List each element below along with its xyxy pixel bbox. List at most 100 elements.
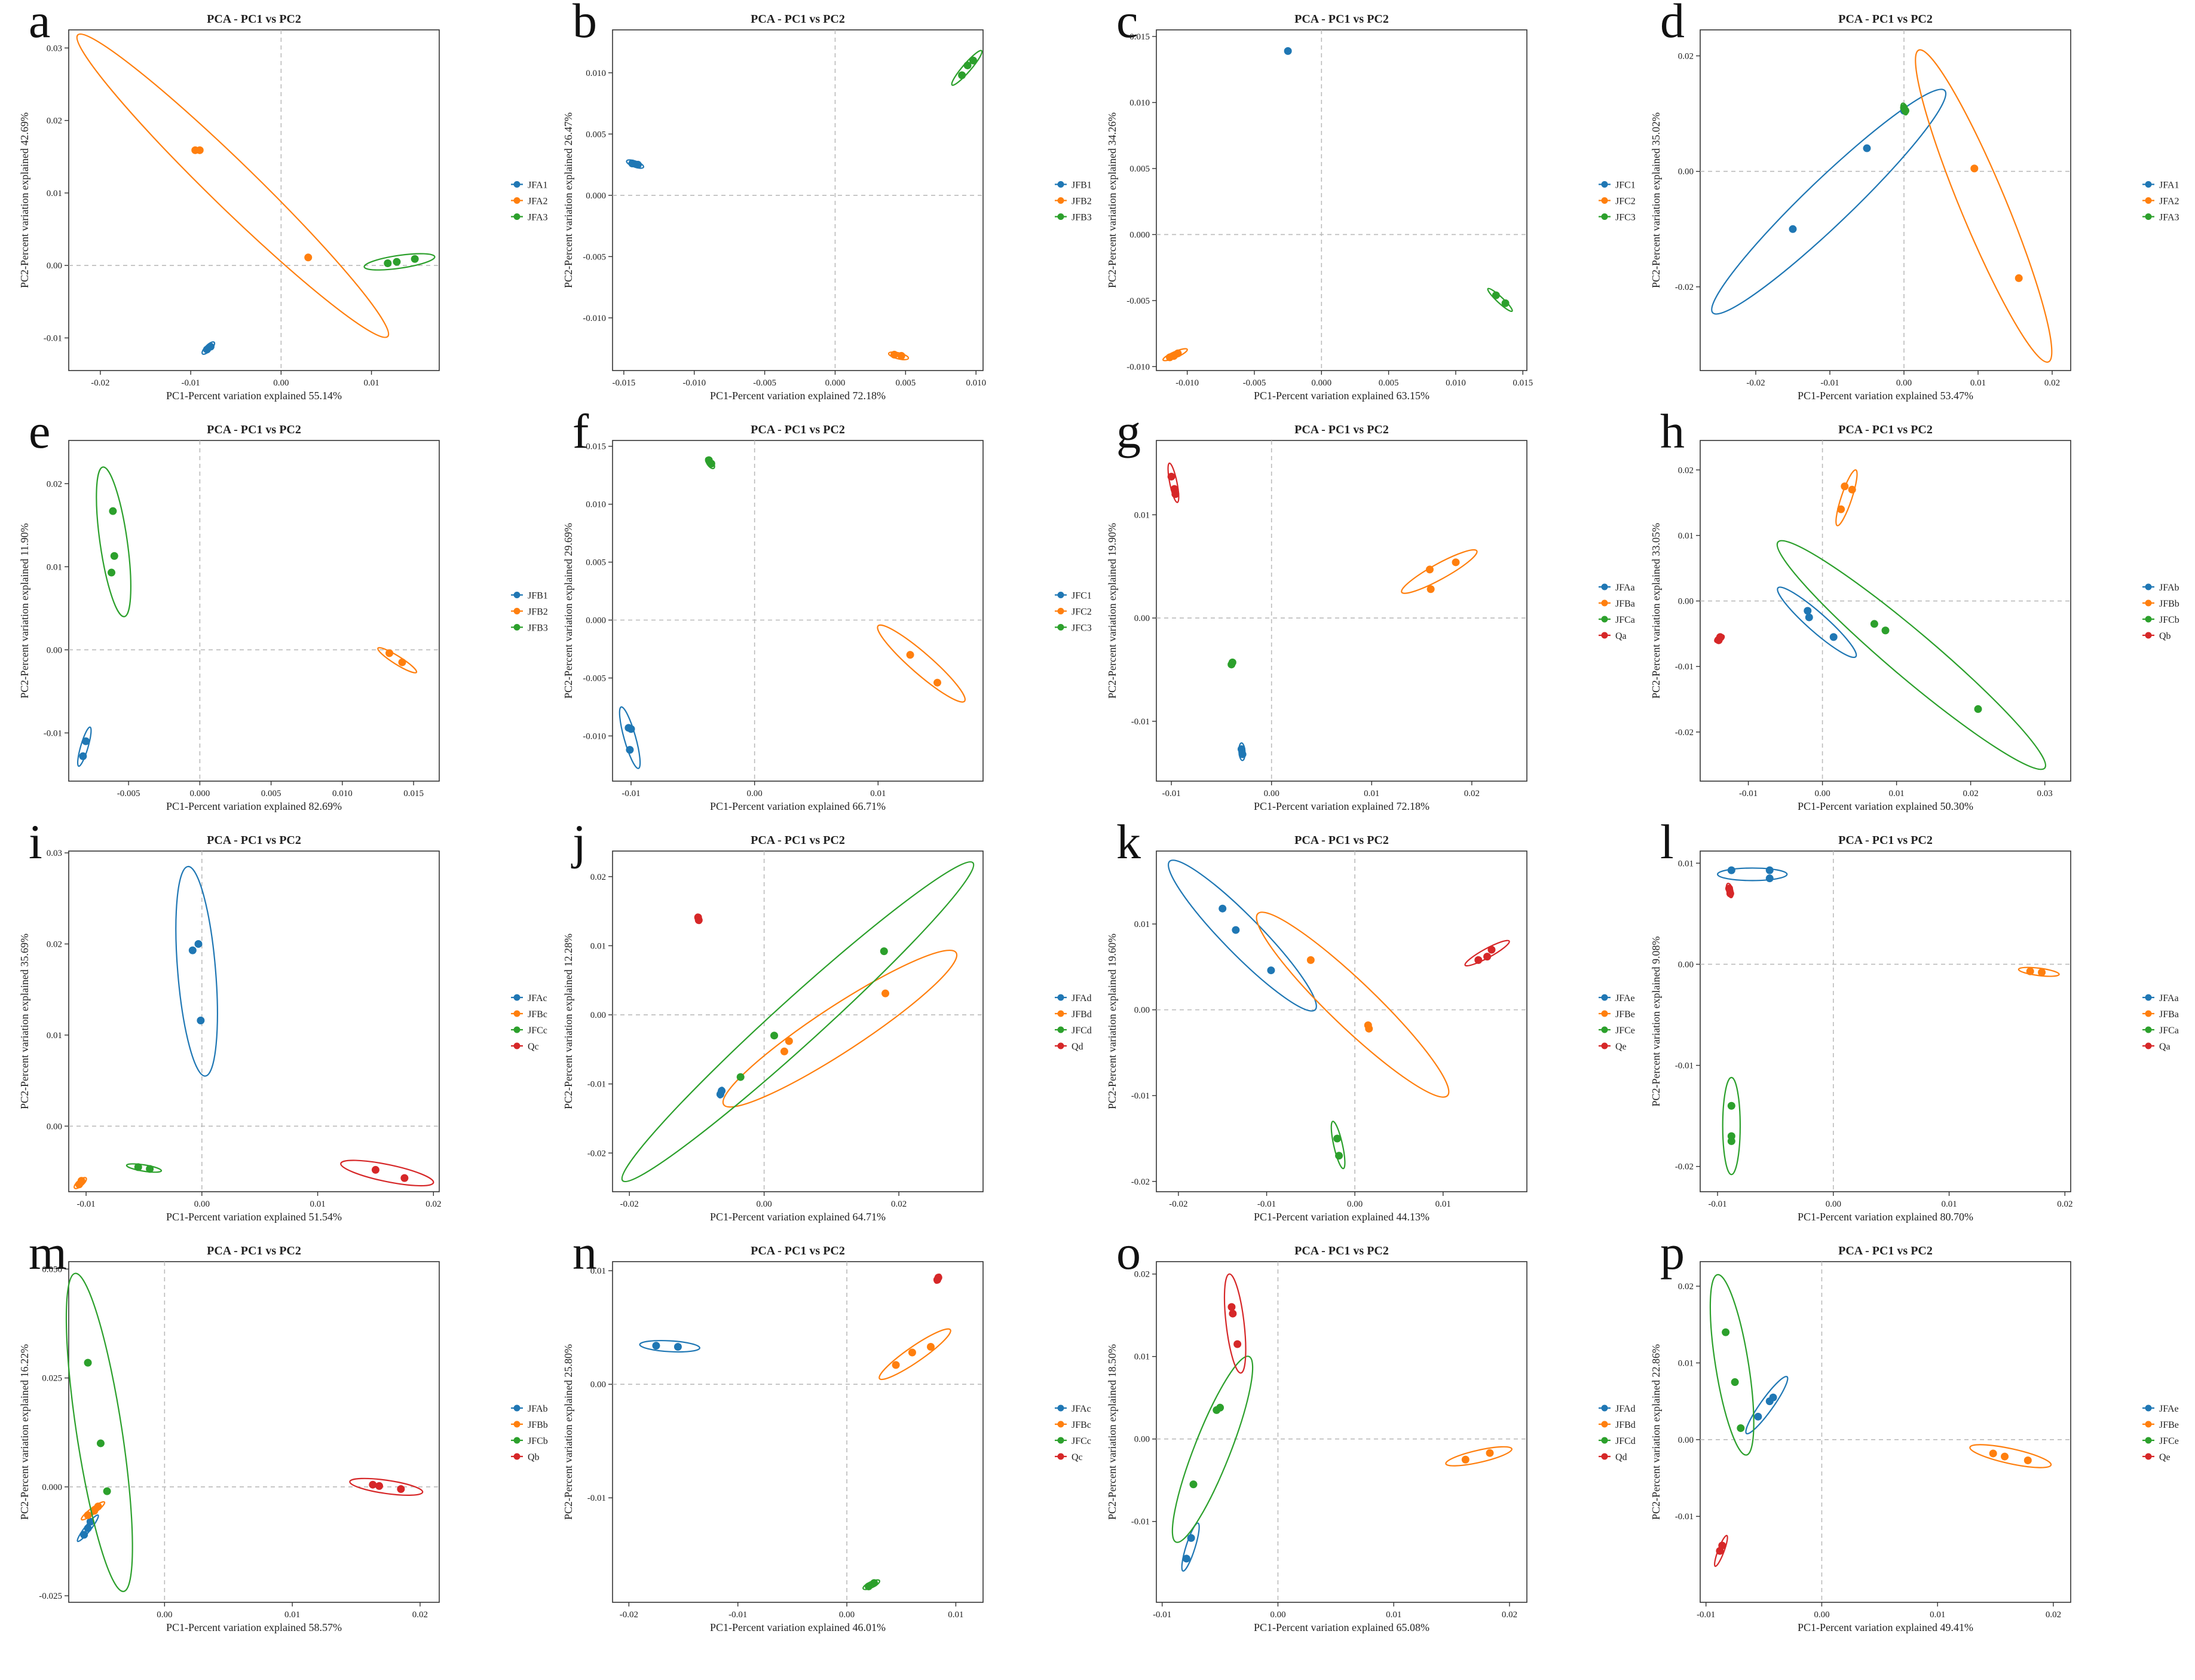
legend-label: JFCe [2159,1436,2179,1446]
data-point-Qa [1171,490,1180,498]
legend-label: JFCb [528,1436,548,1446]
legend-marker [1057,197,1064,204]
y-tick-label: -0.02 [1675,1162,1694,1172]
x-tick-label: 0.02 [425,1199,441,1209]
legend-label: JFBe [2159,1420,2179,1430]
legend-marker [1601,181,1608,188]
legend-marker [1601,1026,1608,1033]
x-tick-label: 0.01 [1435,1199,1451,1209]
data-point-JFCe [1335,1152,1343,1160]
y-tick-label: 0.025 [42,1374,62,1384]
data-point-JFAb [1829,633,1838,641]
legend-label: Qc [1072,1452,1083,1462]
y-tick-label: 0.005 [586,130,606,139]
x-axis-label: PC1-Percent variation explained 53.47% [1798,390,1973,402]
confidence-ellipse-JFBd [1445,1446,1513,1467]
data-point-Qe [1718,1541,1726,1550]
confidence-ellipse-JFB2 [377,647,418,674]
legend-marker [513,608,521,614]
data-point-Qd [1227,1303,1236,1311]
data-point-JFAe [1769,1393,1777,1401]
panel-letter: l [1660,815,1674,869]
panel-letter: p [1660,1225,1685,1280]
panel-k: k PCA - PC1 vs PC2 -0.02 -0.01 0.00 0.01 -0.02… [1106,815,1635,1223]
y-tick-label: 0.000 [586,616,606,626]
x-axis-label: PC1-Percent variation explained 64.71% [710,1211,886,1223]
data-point-Qd [1233,1340,1242,1348]
x-tick-label: -0.02 [91,378,109,388]
legend-label: Qd [1615,1452,1627,1462]
data-point-JFAc [194,940,203,948]
x-tick-label: -0.010 [1175,378,1199,388]
legend-marker [2145,599,2152,607]
y-tick-label: -0.02 [587,1149,606,1158]
data-point-Qd [1229,1309,1237,1318]
data-point-JFC2 [1174,349,1182,357]
x-tick-label: -0.005 [1243,378,1266,388]
plot-frame [68,1261,440,1603]
legend-label: Qb [528,1452,540,1462]
legend-marker [1601,1010,1608,1017]
data-point-Qd [694,916,703,925]
x-tick-label: 0.01 [1888,789,1904,798]
chart-title: PCA - PC1 vs PC2 [1838,423,1933,436]
y-tick-label: 0.00 [1134,1006,1150,1015]
legend-label: JFB3 [528,623,548,634]
data-point-JFAe [1267,966,1275,975]
x-tick-label: 0.00 [747,789,763,798]
x-axis-label: PC1-Percent variation explained 65.08% [1254,1621,1429,1633]
data-point-JFCd [736,1073,745,1081]
y-tick-label: 0.02 [1134,1270,1150,1280]
x-tick-label: -0.02 [620,1610,638,1620]
legend-label: JFAc [1072,1404,1091,1414]
legend-marker [1601,994,1608,1001]
y-tick-label: 0.01 [590,941,606,951]
data-point-JFBc [77,1177,85,1185]
x-tick-label: 0.00 [1896,378,1912,388]
x-tick-label: 0.005 [895,378,916,388]
data-point-JFCd [770,1032,779,1040]
x-tick-label: 0.00 [1814,1610,1829,1620]
legend-label: JFCd [1615,1436,1636,1446]
data-point-JFBa [1426,585,1435,593]
data-point-JFAa [1765,874,1774,883]
y-tick-label: 0.02 [47,479,62,489]
panel-letter: o [1116,1225,1141,1280]
data-point-JFBa [2026,967,2034,975]
data-point-JFA2 [2015,274,2023,282]
legend-marker [2145,1026,2152,1033]
chart-title: PCA - PC1 vs PC2 [1294,834,1389,847]
panel-f: f PCA - PC1 vs PC2 -0.01 0.00 0.01 -0.010 -0.0… [562,404,1092,812]
x-tick-label: 0.01 [870,789,886,798]
y-tick-label: 0.02 [47,117,62,126]
legend-label: JFCd [1072,1026,1092,1036]
chart-title: PCA - PC1 vs PC2 [1294,1244,1389,1257]
plot-frame [1700,440,2071,782]
legend-label: Qe [2159,1452,2170,1462]
data-point-JFAc [197,1016,205,1024]
data-point-JFC3 [707,460,715,468]
legend-label: JFCc [528,1026,547,1036]
x-axis-label: PC1-Percent variation explained 82.69% [166,800,342,812]
legend-label: JFAa [1615,583,1635,593]
y-tick-label: -0.010 [583,732,606,741]
confidence-ellipse-JFBb [1835,469,1858,527]
x-tick-label: 0.02 [412,1610,428,1620]
x-tick-label: 0.01 [948,1610,963,1620]
legend-marker [1057,592,1064,598]
legend-marker [1601,1437,1608,1444]
x-tick-label: 0.000 [825,378,846,388]
legend-marker [1601,632,1608,639]
data-point-JFC2 [906,651,914,659]
x-tick-label: 0.015 [403,789,424,798]
legend-marker [513,181,521,188]
panel-letter: n [573,1225,597,1280]
x-tick-label: 0.00 [1826,1199,1841,1209]
y-tick-label: 0.01 [1678,859,1694,868]
data-point-JFBd [1461,1455,1470,1464]
confidence-ellipse-JFBc [878,1328,951,1381]
x-axis-label: PC1-Percent variation explained 63.15% [1254,390,1429,402]
legend-marker [2145,1010,2152,1017]
y-tick-label: -0.02 [1675,283,1694,292]
confidence-ellipse-JFCc [125,1163,163,1173]
